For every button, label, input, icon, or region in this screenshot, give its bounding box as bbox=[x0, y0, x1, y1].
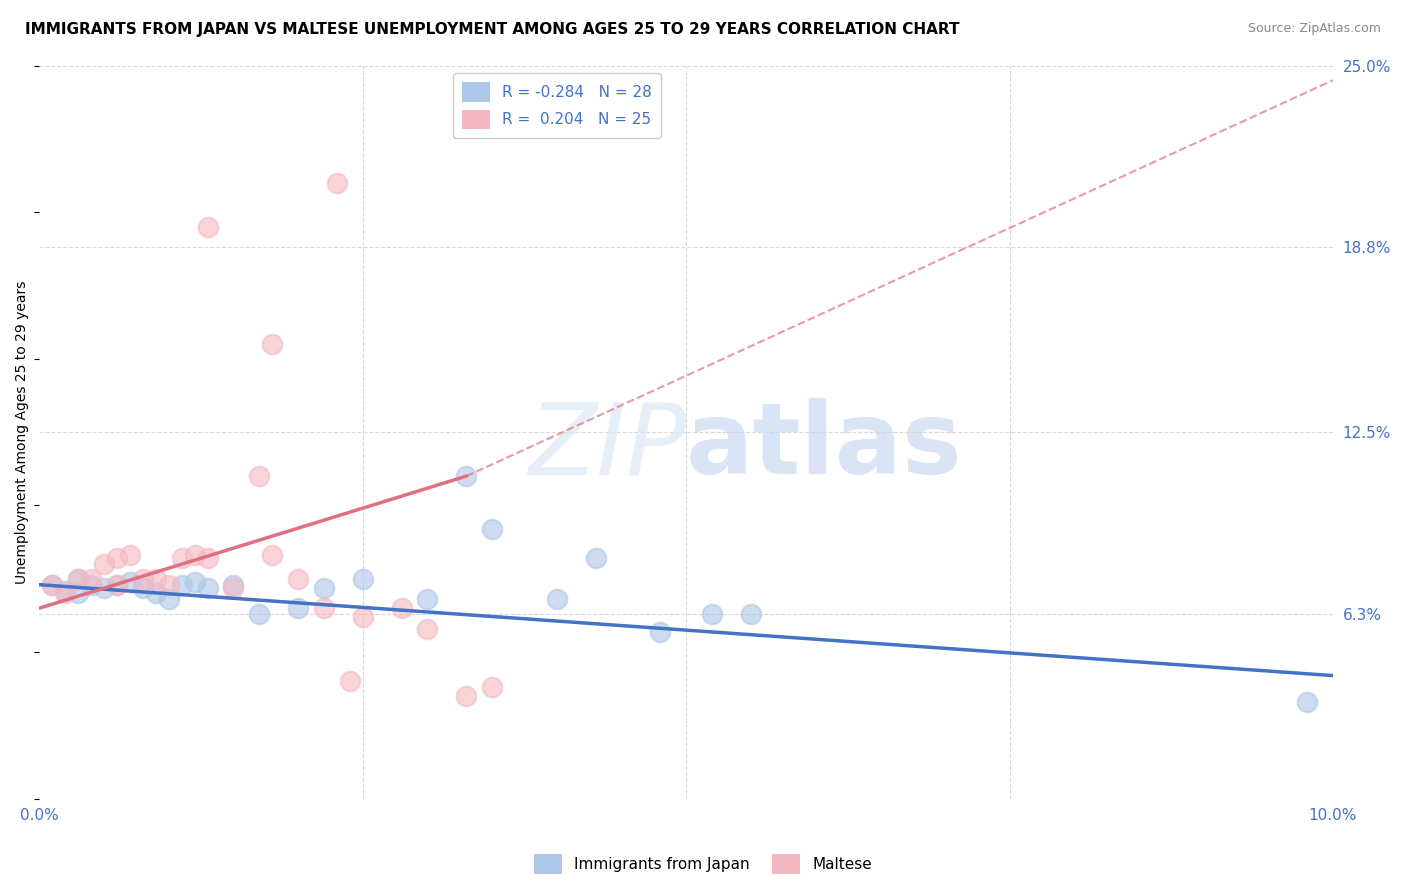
Point bbox=[105, 577, 128, 591]
Point bbox=[416, 622, 439, 636]
Point bbox=[105, 551, 128, 566]
Point bbox=[93, 557, 115, 571]
Point bbox=[197, 219, 219, 234]
Point bbox=[197, 551, 219, 566]
Point bbox=[41, 577, 63, 591]
Point bbox=[700, 607, 723, 621]
Point bbox=[456, 469, 478, 483]
Point bbox=[80, 577, 103, 591]
Point bbox=[1296, 695, 1319, 709]
Point bbox=[118, 574, 141, 589]
Point bbox=[481, 522, 503, 536]
Y-axis label: Unemployment Among Ages 25 to 29 years: Unemployment Among Ages 25 to 29 years bbox=[15, 280, 30, 584]
Point bbox=[312, 581, 335, 595]
Point bbox=[183, 549, 205, 563]
Point bbox=[585, 551, 607, 566]
Point bbox=[222, 577, 245, 591]
Point bbox=[53, 583, 76, 598]
Point bbox=[67, 572, 90, 586]
Point bbox=[118, 549, 141, 563]
Text: IMMIGRANTS FROM JAPAN VS MALTESE UNEMPLOYMENT AMONG AGES 25 TO 29 YEARS CORRELAT: IMMIGRANTS FROM JAPAN VS MALTESE UNEMPLO… bbox=[25, 22, 960, 37]
Point bbox=[456, 689, 478, 703]
Point bbox=[132, 581, 155, 595]
Point bbox=[145, 572, 167, 586]
Point bbox=[247, 469, 270, 483]
Point bbox=[132, 572, 155, 586]
Point bbox=[145, 586, 167, 600]
Text: ZIP: ZIP bbox=[527, 399, 686, 495]
Point bbox=[41, 577, 63, 591]
Point bbox=[222, 581, 245, 595]
Point bbox=[53, 586, 76, 600]
Point bbox=[183, 574, 205, 589]
Point bbox=[650, 624, 672, 639]
Point bbox=[262, 337, 284, 351]
Point bbox=[740, 607, 762, 621]
Text: Source: ZipAtlas.com: Source: ZipAtlas.com bbox=[1247, 22, 1381, 36]
Point bbox=[170, 551, 193, 566]
Point bbox=[287, 572, 309, 586]
Point bbox=[67, 586, 90, 600]
Point bbox=[80, 572, 103, 586]
Point bbox=[262, 549, 284, 563]
Point bbox=[546, 592, 568, 607]
Point bbox=[197, 581, 219, 595]
Point bbox=[391, 601, 413, 615]
Point bbox=[326, 176, 349, 190]
Point bbox=[105, 577, 128, 591]
Point bbox=[67, 572, 90, 586]
Point bbox=[352, 572, 374, 586]
Legend: Immigrants from Japan, Maltese: Immigrants from Japan, Maltese bbox=[529, 848, 877, 880]
Point bbox=[312, 601, 335, 615]
Point bbox=[170, 577, 193, 591]
Point bbox=[481, 681, 503, 695]
Legend: R = -0.284   N = 28, R =  0.204   N = 25: R = -0.284 N = 28, R = 0.204 N = 25 bbox=[453, 73, 661, 138]
Point bbox=[416, 592, 439, 607]
Point bbox=[157, 577, 180, 591]
Point bbox=[157, 592, 180, 607]
Text: atlas: atlas bbox=[686, 399, 963, 495]
Point bbox=[287, 601, 309, 615]
Point bbox=[352, 610, 374, 624]
Point bbox=[247, 607, 270, 621]
Point bbox=[93, 581, 115, 595]
Point bbox=[339, 674, 361, 689]
